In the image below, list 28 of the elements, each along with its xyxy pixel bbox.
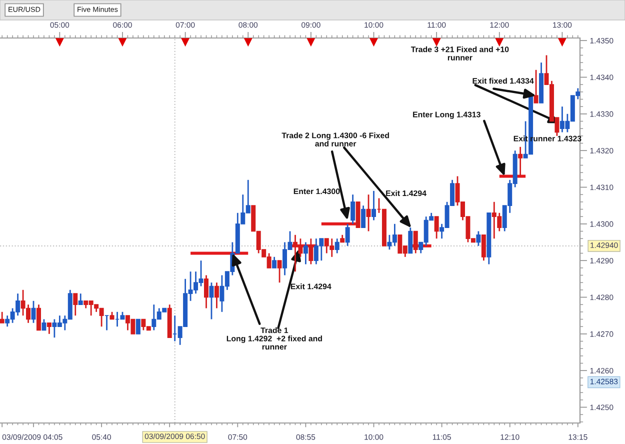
candlestick <box>0 311 4 324</box>
candlestick <box>366 194 371 232</box>
candlestick <box>308 238 314 265</box>
candlestick <box>413 230 418 254</box>
candlestick <box>46 322 52 335</box>
candlestick <box>434 216 439 240</box>
candlestick <box>361 204 366 228</box>
candlestick <box>476 230 481 247</box>
candlestick <box>73 292 78 316</box>
candlestick <box>334 238 340 254</box>
candlestick <box>372 190 376 221</box>
candlestick <box>345 223 350 247</box>
candlestick <box>481 234 486 262</box>
candlestick <box>303 242 308 265</box>
candlestick <box>136 318 140 334</box>
candlestick <box>42 318 46 331</box>
candlestick <box>31 300 36 324</box>
candlestick <box>204 274 208 309</box>
candlestick <box>78 292 83 306</box>
candlestick <box>277 260 282 284</box>
candlestick <box>36 304 41 331</box>
candlestick <box>534 69 538 104</box>
candlestick <box>350 194 356 225</box>
candlestick <box>272 256 277 269</box>
candlestick <box>214 282 219 309</box>
candlestick <box>408 226 413 254</box>
candlestick <box>518 146 523 177</box>
candlestick <box>209 282 214 320</box>
